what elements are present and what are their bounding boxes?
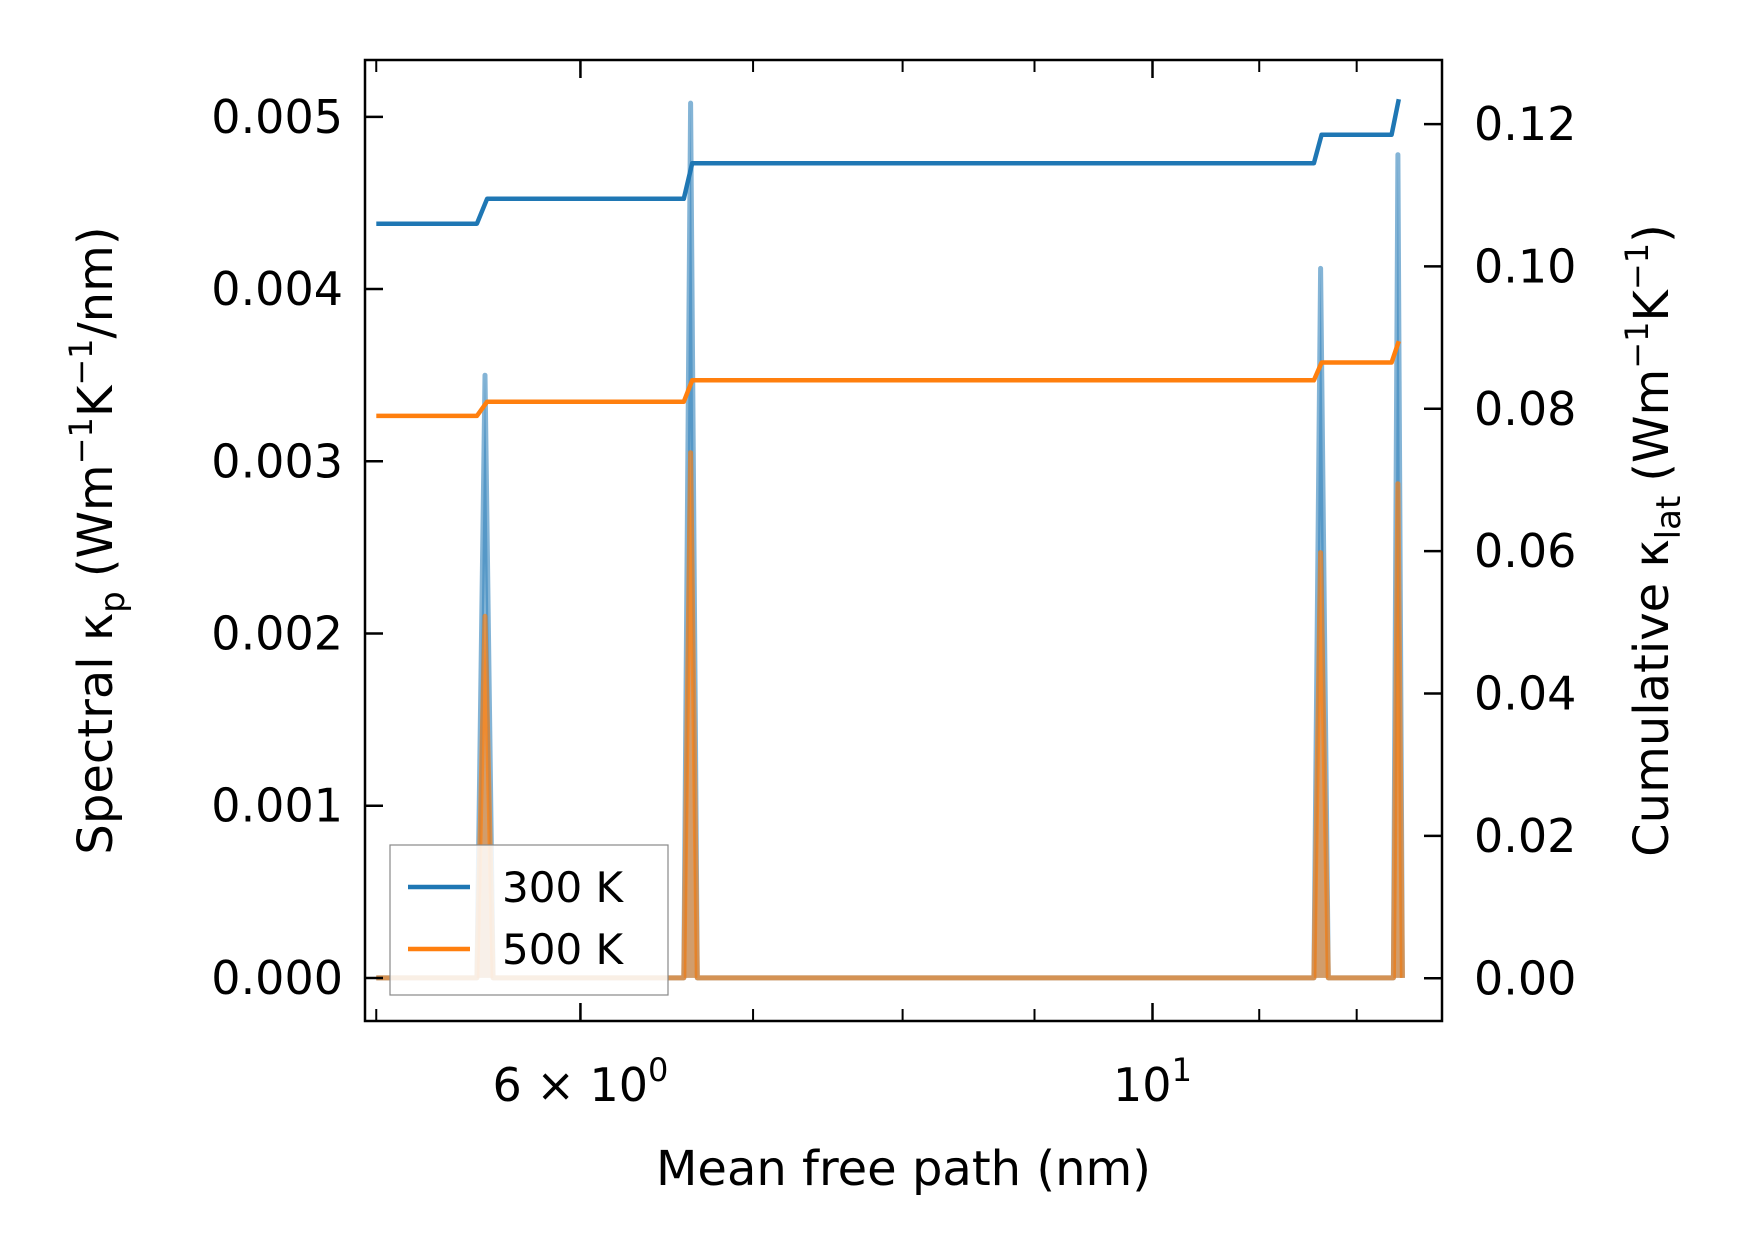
left-y-tick-label: 0.003 [211,434,343,488]
right-y-tick-label: 0.00 [1474,951,1576,1005]
left-y-axis-label: Spectral κp(Wm−1K−1/nm) [62,226,133,854]
spectral-line-500-k [376,450,1405,981]
x-axis-label: Mean free path (nm) [656,1141,1151,1197]
left-y-tick-label: 0.001 [211,779,343,833]
left-y-tick-label: 0.002 [211,607,343,661]
right-y-tick-label: 0.12 [1474,97,1576,151]
axes: 0.000 0.001 0.002 0.003 0.004 0.005 0.00 0.02 0.… [62,58,1689,1197]
right-y-tick-label: 0.06 [1474,524,1576,578]
right-y-axis-label: Cumulative κlat(Wm−1K−1) [1618,224,1689,857]
right-y-tick-label: 0.08 [1474,382,1576,436]
right-y-tick-label: 0.04 [1474,667,1576,721]
cumulative-line-300-k [376,98,1402,226]
legend-label: 500 K [502,925,625,974]
left-y-tick-label: 0.005 [211,90,343,144]
right-y-tick-label: 0.10 [1474,239,1576,293]
x-tick-label: 101 [1113,1051,1192,1112]
legend-label: 300 K [502,863,625,912]
legend-box [389,844,669,996]
legend: 300 K 500 K [389,844,669,996]
cumulative-line-500-k [376,340,1401,419]
left-y-tick-label: 0.000 [211,951,343,1005]
left-y-tick-label: 0.004 [211,262,343,316]
right-y-tick-label: 0.02 [1474,809,1576,863]
x-tick-label: 6 × 100 [492,1051,668,1112]
